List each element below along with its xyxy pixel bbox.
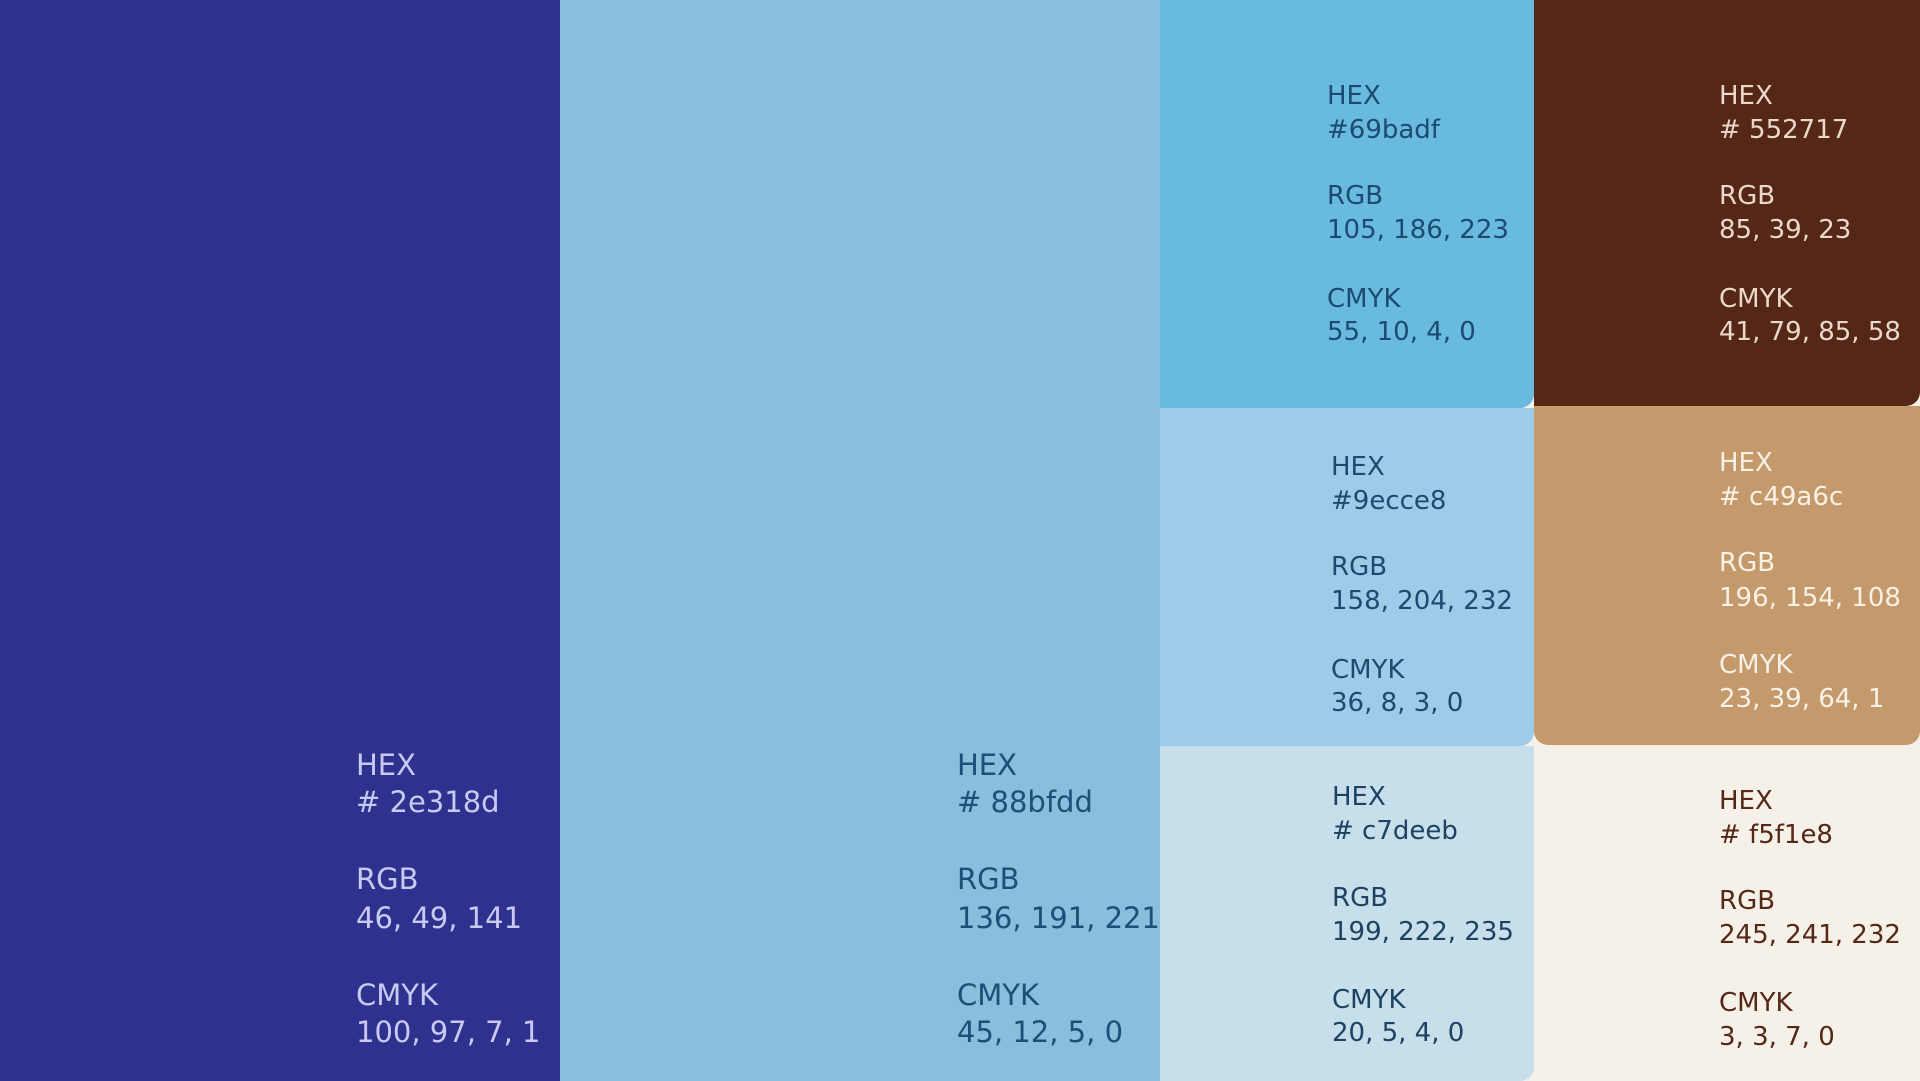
color-swatch xyxy=(560,0,1160,1081)
cmyk-label: CMYK xyxy=(1332,985,1406,1015)
hex: # 88bfdd xyxy=(957,784,1093,819)
hex: # 552717 xyxy=(1719,115,1849,145)
rgb: 158, 204, 232 xyxy=(1331,586,1513,616)
cmyk-label: CMYK xyxy=(957,977,1040,1012)
cmyk: 45, 12, 5, 0 xyxy=(957,1014,1124,1049)
cmyk: 55, 10, 4, 0 xyxy=(1327,317,1476,347)
rgb-label: RGB xyxy=(356,861,419,896)
cmyk: 3, 3, 7, 0 xyxy=(1719,1022,1835,1052)
color-swatch xyxy=(1160,408,1534,746)
color-swatch xyxy=(1534,745,1920,1081)
hex: # c49a6c xyxy=(1719,482,1844,512)
rgb-label: RGB xyxy=(957,861,1020,896)
rgb-label: RGB xyxy=(1331,552,1388,582)
cmyk-label: CMYK xyxy=(1331,655,1405,685)
rgb-label: RGB xyxy=(1719,886,1776,916)
color-swatch xyxy=(1160,0,1534,408)
hex-label: HEX xyxy=(1719,786,1773,816)
rgb: 245, 241, 232 xyxy=(1719,920,1901,950)
hex-label: HEX xyxy=(1719,81,1773,111)
color-swatch xyxy=(1534,0,1920,406)
color-swatch xyxy=(1160,746,1534,1081)
rgb: 199, 222, 235 xyxy=(1332,917,1514,947)
cmyk-label: CMYK xyxy=(1719,988,1793,1018)
hex-label: HEX xyxy=(1331,452,1385,482)
rgb: 196, 154, 108 xyxy=(1719,583,1901,613)
cmyk: 20, 5, 4, 0 xyxy=(1332,1018,1465,1048)
hex: #9ecce8 xyxy=(1331,486,1447,516)
rgb-label: RGB xyxy=(1332,883,1389,913)
rgb: 85, 39, 23 xyxy=(1719,215,1852,245)
hex: #69badf xyxy=(1327,115,1440,145)
cmyk: 41, 79, 85, 58 xyxy=(1719,317,1901,347)
cmyk: 36, 8, 3, 0 xyxy=(1331,688,1464,718)
cmyk: 100, 97, 7, 1 xyxy=(356,1014,541,1049)
hex-label: HEX xyxy=(957,747,1017,782)
rgb: 46, 49, 141 xyxy=(356,900,523,935)
hex-label: HEX xyxy=(1327,81,1381,111)
color-swatch xyxy=(0,0,560,1081)
rgb: 105, 186, 223 xyxy=(1327,215,1509,245)
color-swatch xyxy=(1534,406,1920,745)
cmyk-label: CMYK xyxy=(356,977,439,1012)
hex-label: HEX xyxy=(1719,448,1773,478)
hex: # c7deeb xyxy=(1332,816,1458,846)
rgb-label: RGB xyxy=(1719,181,1776,211)
hex: # f5f1e8 xyxy=(1719,820,1833,850)
rgb: 136, 191, 221 xyxy=(957,900,1160,935)
cmyk-label: CMYK xyxy=(1719,650,1793,680)
cmyk: 23, 39, 64, 1 xyxy=(1719,684,1885,714)
cmyk-label: CMYK xyxy=(1719,284,1793,314)
rgb-label: RGB xyxy=(1719,548,1776,578)
rgb-label: RGB xyxy=(1327,181,1384,211)
hex: # 2e318d xyxy=(356,784,500,819)
hex-label: HEX xyxy=(356,747,416,782)
cmyk-label: CMYK xyxy=(1327,284,1401,314)
hex-label: HEX xyxy=(1332,782,1386,812)
